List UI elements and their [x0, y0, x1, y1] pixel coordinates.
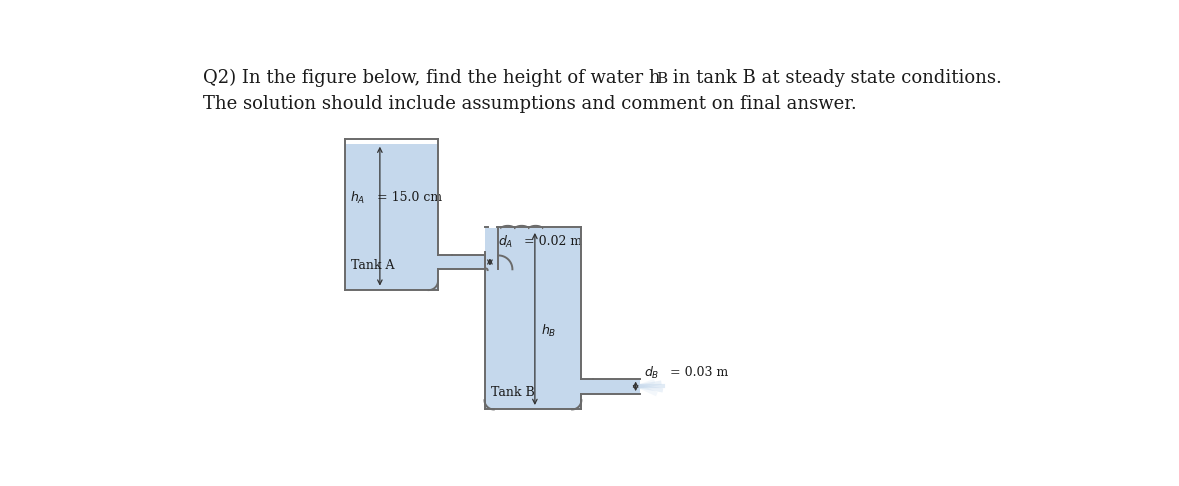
Text: The solution should include assumptions and comment on final answer.: The solution should include assumptions …: [203, 95, 857, 113]
Text: $d_B$: $d_B$: [644, 364, 659, 381]
Bar: [581, 379, 639, 394]
Text: Tank B: Tank B: [490, 386, 534, 399]
Bar: [439, 256, 485, 269]
Bar: [345, 144, 439, 290]
Text: $h_B$: $h_B$: [541, 323, 556, 339]
Text: Q2) In the figure below, find the height of water h: Q2) In the figure below, find the height…: [203, 69, 660, 87]
Text: $d_A$: $d_A$: [499, 234, 514, 250]
Text: B: B: [656, 72, 667, 86]
Text: Tank A: Tank A: [351, 259, 395, 272]
Text: $h_A$: $h_A$: [350, 190, 365, 206]
Text: = 0.03 m: = 0.03 m: [666, 366, 729, 379]
Text: = 15.0 cm: = 15.0 cm: [373, 191, 442, 204]
Text: = 0.02 m: = 0.02 m: [520, 235, 582, 248]
Text: in tank B at steady state conditions.: in tank B at steady state conditions.: [666, 69, 1001, 87]
Bar: [485, 228, 581, 409]
